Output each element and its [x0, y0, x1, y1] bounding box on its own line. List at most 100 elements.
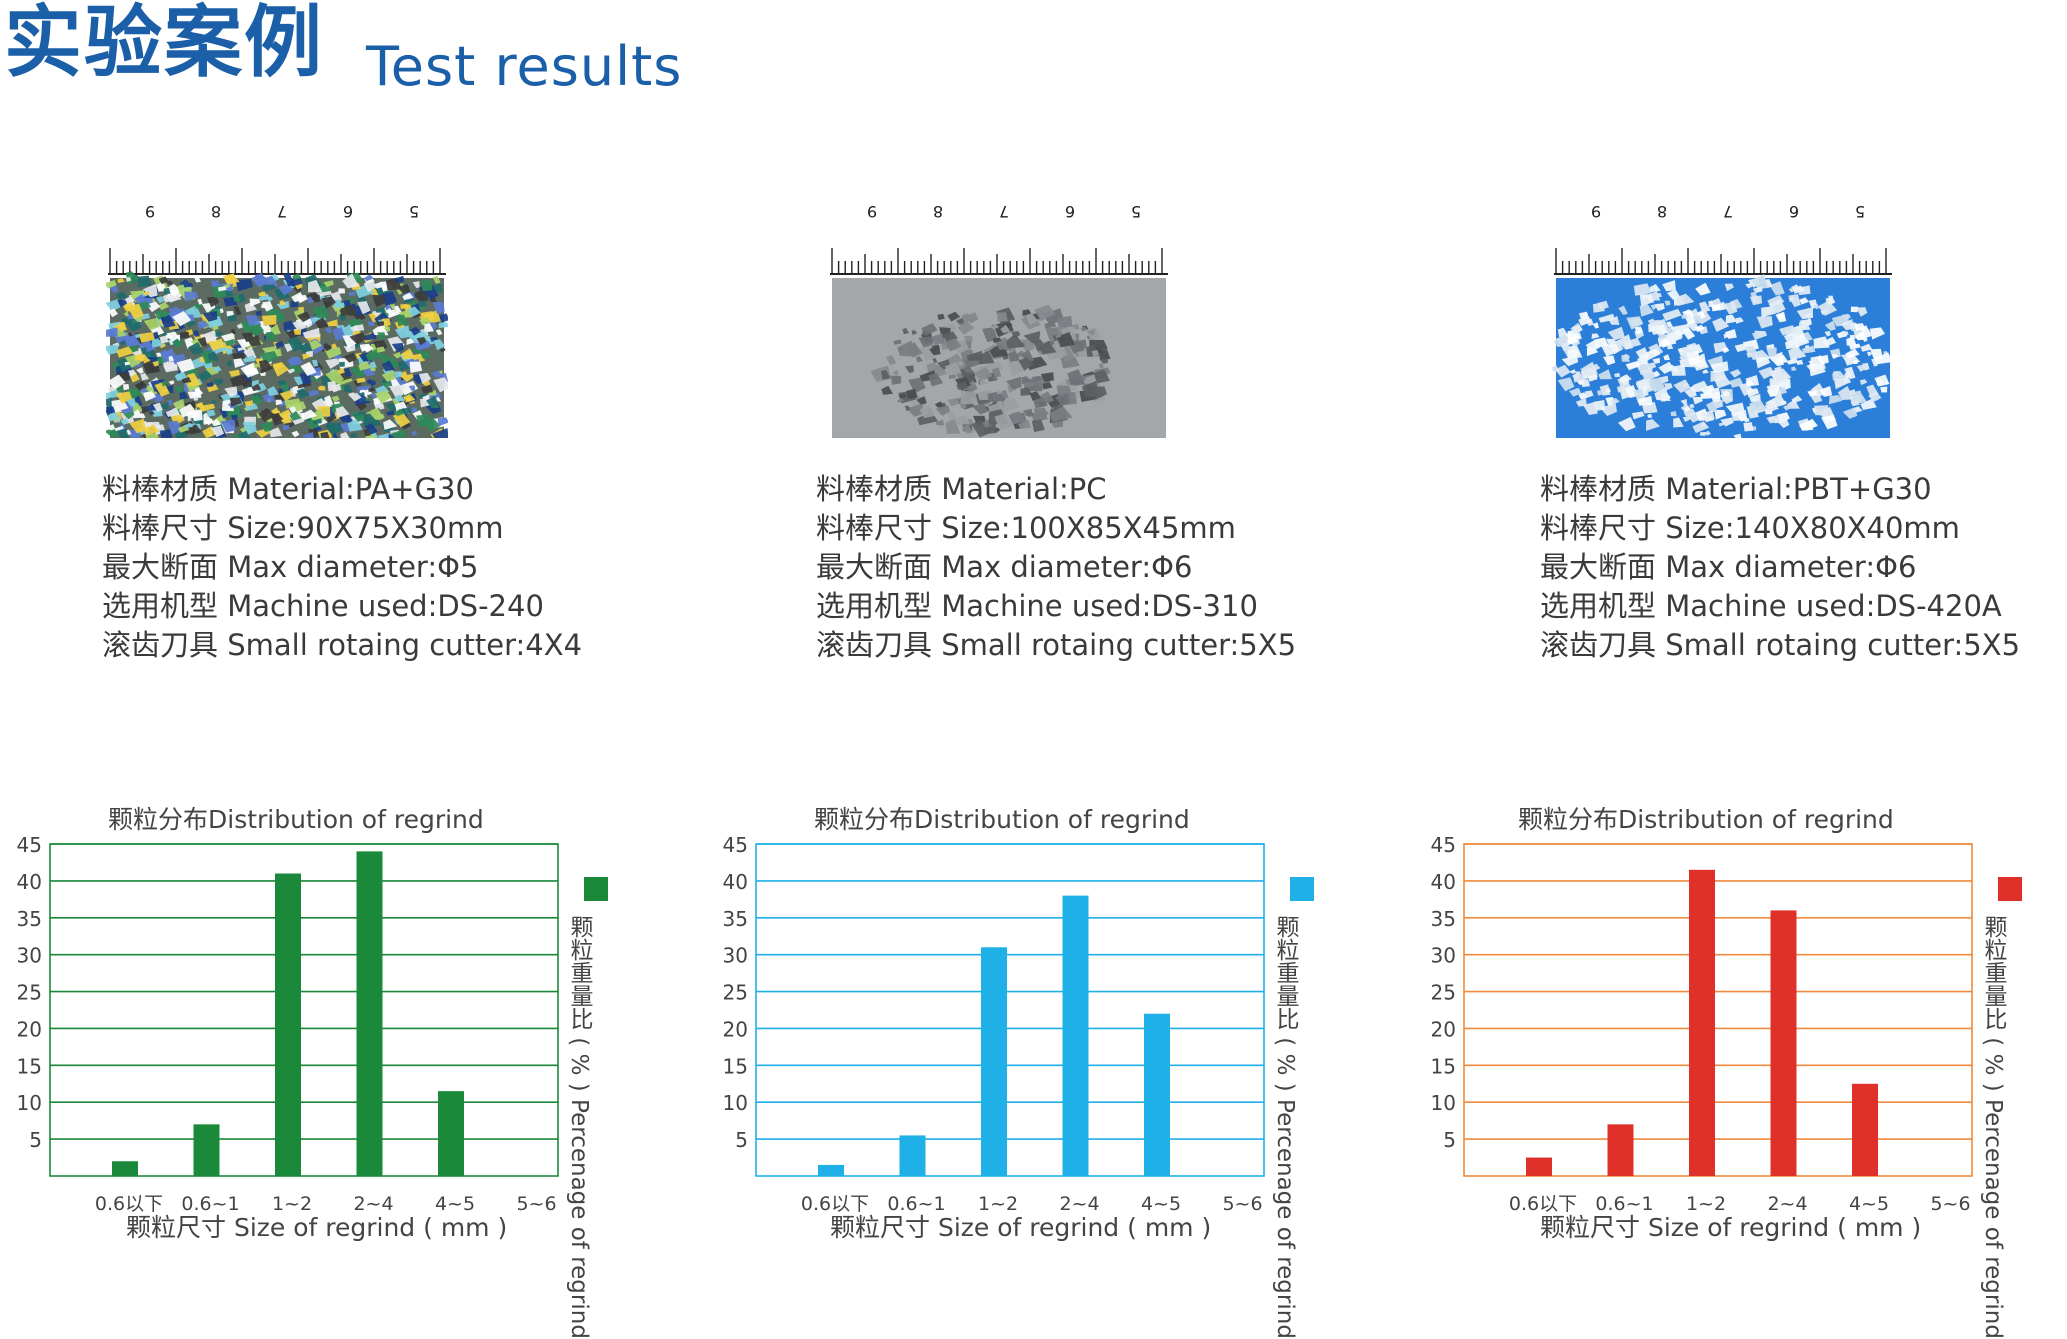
regrind-particle	[1773, 368, 1792, 382]
regrind-particle	[1850, 306, 1859, 313]
regrind-particle	[332, 433, 338, 438]
regrind-particle	[407, 306, 421, 318]
regrind-particle	[1607, 326, 1625, 341]
regrind-particle	[363, 428, 371, 437]
y-tick-label: 45	[1431, 833, 1456, 857]
regrind-particle	[1565, 335, 1579, 346]
regrind-particle	[402, 292, 414, 301]
regrind-particle	[1056, 332, 1075, 348]
regrind-particle	[108, 412, 122, 422]
regrind-particle	[1011, 411, 1028, 425]
x-tick-label: 0.6以下	[95, 1193, 163, 1215]
regrind-particle	[253, 363, 259, 369]
regrind-particle	[192, 329, 200, 337]
spec-material: 料棒材质 Material:PC	[816, 472, 1107, 506]
regrind-particle	[1854, 323, 1865, 331]
regrind-particle	[106, 344, 119, 355]
regrind-particle	[1746, 388, 1760, 398]
regrind-particle	[1632, 411, 1645, 420]
regrind-particle	[1745, 283, 1753, 289]
regrind-particle	[1849, 343, 1861, 350]
regrind-particle	[921, 323, 938, 336]
regrind-particle	[1603, 355, 1616, 366]
regrind-particle	[168, 339, 174, 346]
regrind-particle	[308, 390, 320, 397]
regrind-particle	[1634, 326, 1644, 335]
regrind-particle	[1859, 379, 1868, 386]
regrind-particle	[140, 412, 146, 419]
regrind-particle	[1682, 309, 1697, 325]
regrind-particle	[146, 301, 161, 313]
regrind-particle	[349, 297, 356, 303]
regrind-particle	[963, 312, 979, 322]
regrind-particle	[159, 402, 169, 410]
regrind-particle	[1720, 417, 1734, 427]
regrind-particle	[386, 410, 395, 416]
regrind-particle	[152, 402, 163, 412]
regrind-particle	[192, 396, 198, 401]
regrind-particle	[206, 296, 220, 308]
regrind-particle	[1605, 388, 1611, 393]
y-tick-label: 5	[29, 1128, 42, 1152]
regrind-particle	[210, 336, 217, 342]
regrind-particle	[159, 349, 169, 357]
regrind-particle	[1775, 311, 1787, 323]
y-tick-label: 15	[17, 1054, 42, 1078]
regrind-particle	[1091, 349, 1099, 357]
regrind-particle	[197, 336, 208, 347]
regrind-particle	[267, 296, 274, 302]
regrind-particle	[194, 303, 203, 309]
regrind-particle	[391, 342, 404, 353]
regrind-particle	[358, 314, 366, 321]
regrind-photo-pa: 9 8 7 6 5	[106, 200, 448, 438]
regrind-particle	[988, 391, 1006, 408]
regrind-particle	[272, 362, 289, 377]
bar	[275, 873, 301, 1176]
regrind-particle	[1702, 369, 1709, 374]
regrind-particle	[1657, 324, 1668, 335]
ruler-label: 7	[277, 202, 287, 221]
x-tick-label: 1~2	[1686, 1193, 1726, 1215]
regrind-particle	[281, 413, 292, 424]
regrind-particle	[244, 302, 257, 313]
spec-machine: 选用机型 Machine used:DS-420A	[1540, 589, 2002, 623]
regrind-particle	[226, 359, 234, 367]
regrind-particle	[947, 311, 961, 322]
regrind-particle	[171, 340, 184, 349]
regrind-particle	[419, 317, 431, 326]
regrind-particle	[350, 432, 359, 438]
regrind-particle	[262, 315, 277, 326]
bar	[818, 1164, 844, 1176]
regrind-particle	[1641, 368, 1657, 382]
regrind-particle	[918, 336, 934, 349]
regrind-particle	[302, 432, 314, 438]
regrind-particle	[138, 381, 147, 388]
regrind-particle	[398, 380, 419, 396]
regrind-particle	[357, 301, 371, 315]
regrind-particle	[1614, 372, 1621, 378]
regrind-particle	[211, 325, 219, 331]
regrind-particle	[1808, 390, 1817, 397]
regrind-particle	[242, 355, 256, 363]
regrind-particle	[1569, 387, 1582, 397]
regrind-particle	[327, 319, 338, 327]
regrind-particle	[302, 327, 320, 339]
regrind-particle	[1029, 391, 1042, 401]
regrind-particle	[1855, 331, 1866, 341]
regrind-particle	[344, 384, 353, 392]
regrind-particle	[1578, 392, 1588, 400]
legend-swatch	[1290, 877, 1314, 901]
spec-max-diameter: 最大断面 Max diameter:Φ6	[816, 550, 1193, 584]
regrind-particle	[384, 326, 390, 332]
regrind-particle	[1725, 402, 1745, 417]
regrind-particle	[1737, 411, 1749, 422]
regrind-particle	[382, 318, 391, 327]
regrind-particle	[1827, 297, 1836, 306]
regrind-particle	[244, 400, 253, 406]
regrind-particle	[1570, 324, 1583, 335]
regrind-particle	[1723, 301, 1738, 315]
x-axis-label: 颗粒尺寸 Size of regrind ( mm )	[830, 1213, 1212, 1242]
regrind-particle	[375, 307, 385, 313]
regrind-particle	[394, 325, 410, 339]
regrind-particle	[1591, 333, 1600, 339]
